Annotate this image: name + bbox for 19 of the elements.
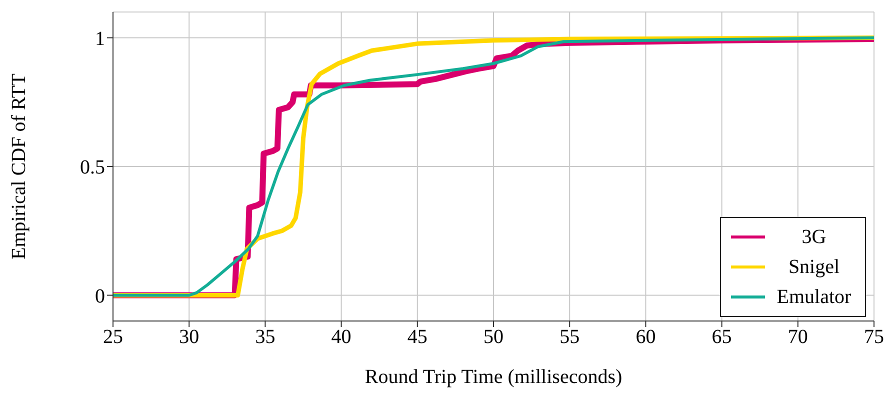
x-tick-label: 65 — [712, 326, 732, 348]
legend-label: 3G — [800, 226, 828, 248]
x-tick-label: 30 — [179, 326, 200, 348]
y-tick-label: 0 — [95, 285, 105, 308]
x-tick-label: 70 — [788, 326, 808, 348]
y-tick-label: 1 — [95, 28, 105, 50]
y-tick-label: 0.5 — [80, 156, 105, 179]
x-tick-label: 55 — [560, 326, 580, 348]
x-tick-label: 60 — [636, 326, 656, 348]
x-tick-label: 25 — [103, 326, 123, 348]
x-tick-label: 50 — [484, 326, 504, 348]
x-axis-title: Round Trip Time (milliseconds) — [364, 366, 622, 388]
legend-label: Emulator — [776, 286, 852, 308]
x-tick-label: 40 — [331, 326, 352, 348]
x-tick-label: 45 — [407, 326, 428, 348]
y-axis-title: Empirical CDF of RTT — [8, 74, 30, 260]
x-tick-label: 35 — [255, 326, 276, 348]
x-tick-label: 75 — [864, 326, 884, 348]
legend-label: Snigel — [787, 256, 841, 278]
